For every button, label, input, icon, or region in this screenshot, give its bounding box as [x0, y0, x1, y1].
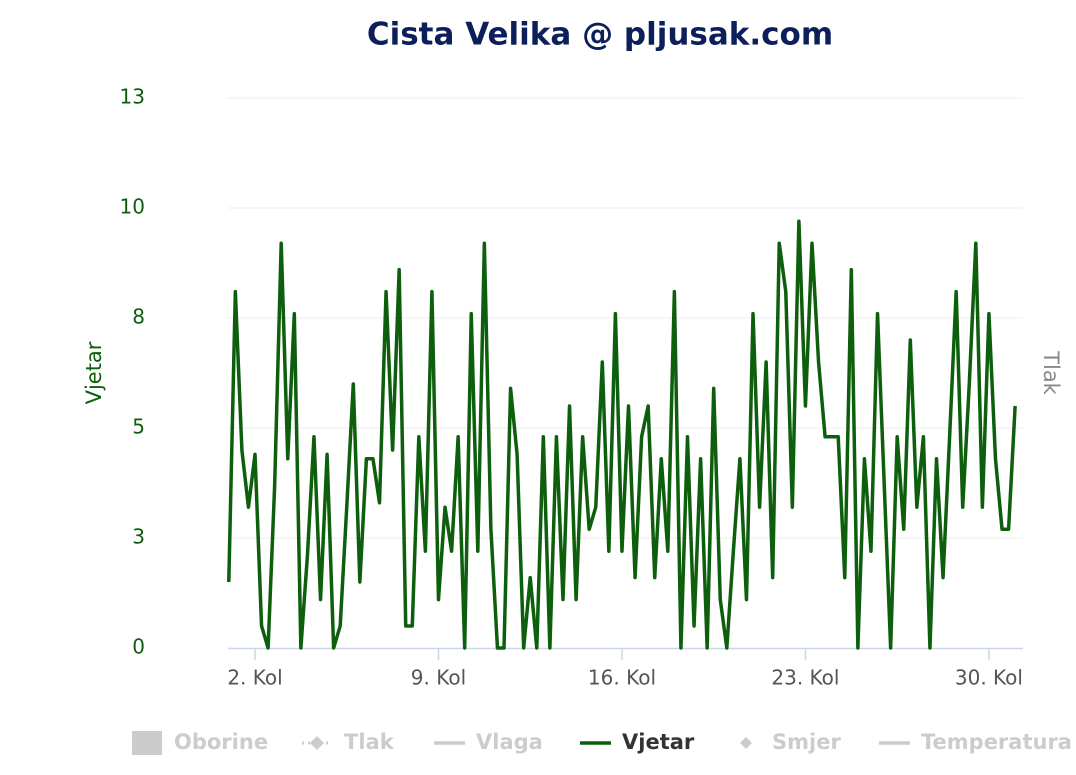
y-tick-label: 10 [120, 195, 145, 219]
legend-symbol [132, 731, 162, 755]
x-tick-label: 30. Kol [955, 666, 1023, 690]
x-tick-label: 9. Kol [411, 666, 466, 690]
chart-title: Cista Velika @ pljusak.com [367, 17, 833, 53]
legend-item[interactable]: Tlak [344, 730, 395, 754]
legend-item[interactable]: Oborine [174, 730, 268, 754]
legend-item[interactable]: Temperatura [921, 730, 1072, 754]
y-tick-label: 0 [132, 635, 145, 659]
legend-symbol [740, 737, 752, 749]
y-tick-label: 5 [132, 415, 145, 439]
x-tick-label: 16. Kol [588, 666, 656, 690]
y-axis-title: Vjetar [82, 341, 106, 404]
x-tick-label: 23. Kol [771, 666, 839, 690]
legend-item[interactable]: Vjetar [622, 730, 695, 754]
legend-item[interactable]: Vlaga [476, 730, 543, 754]
legend-symbol [310, 736, 324, 750]
y-tick-label: 3 [132, 525, 145, 549]
series-line [227, 219, 1017, 650]
y-tick-label: 8 [132, 305, 145, 329]
legend-item[interactable]: Smjer [772, 730, 841, 754]
y-tick-label: 13 [120, 85, 145, 109]
y2-axis-title: Tlak [1039, 350, 1063, 396]
x-tick-label: 2. Kol [227, 666, 282, 690]
